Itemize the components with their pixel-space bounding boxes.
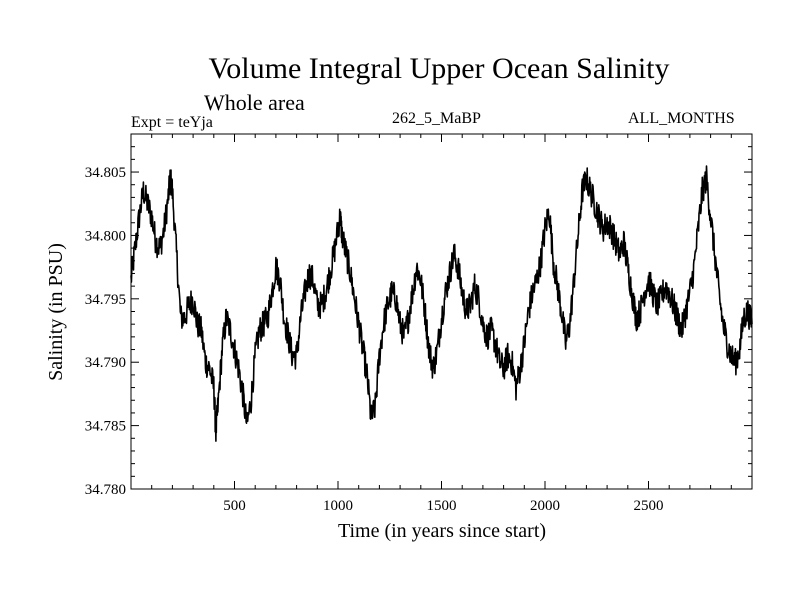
experiment-label: Expt = teYja xyxy=(131,114,213,131)
salinity-series-line xyxy=(130,165,753,442)
chart-subtitle: Whole area xyxy=(204,90,305,115)
x-tick-label: 2500 xyxy=(634,498,664,514)
y-tick-label: 34.780 xyxy=(85,482,126,498)
y-axis-ticks: 34.780 34.785 34.790 34.795 34.800 34.805 xyxy=(85,146,752,498)
y-tick-label: 34.800 xyxy=(85,228,126,244)
y-axis-label: Salinity (in PSU) xyxy=(45,243,67,381)
y-tick-label: 34.785 xyxy=(85,419,126,435)
x-axis-label: Time (in years since start) xyxy=(338,520,546,542)
run-label: 262_5_MaBP xyxy=(392,110,481,127)
y-tick-label: 34.805 xyxy=(85,165,126,181)
chart-title: Volume Integral Upper Ocean Salinity xyxy=(208,52,670,85)
y-tick-label: 34.795 xyxy=(85,292,126,308)
months-label: ALL_MONTHS xyxy=(628,110,735,127)
x-tick-label: 2000 xyxy=(530,498,560,514)
x-axis-ticks: 500 1000 1500 2000 2500 xyxy=(151,134,732,514)
x-tick-label: 500 xyxy=(223,498,246,514)
x-tick-label: 1000 xyxy=(323,498,353,514)
y-tick-label: 34.790 xyxy=(85,355,126,371)
x-tick-label: 1500 xyxy=(427,498,457,514)
